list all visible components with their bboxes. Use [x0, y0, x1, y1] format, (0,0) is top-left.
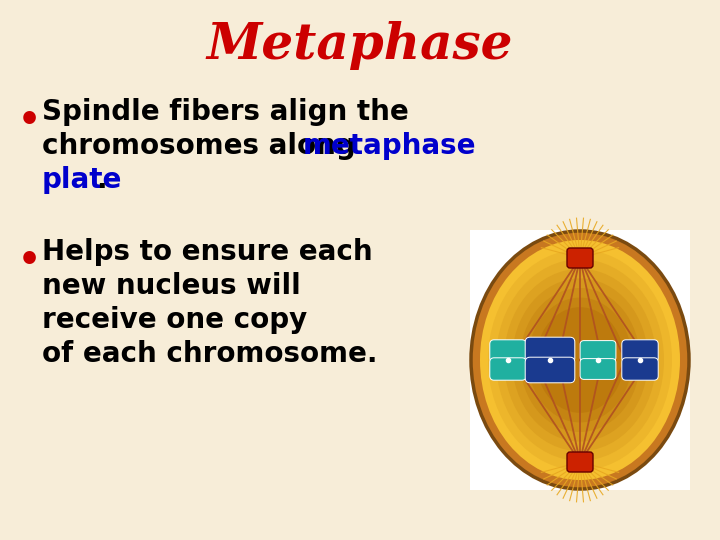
Text: .: . [96, 166, 107, 194]
Ellipse shape [480, 240, 680, 480]
FancyBboxPatch shape [580, 359, 616, 380]
FancyBboxPatch shape [525, 337, 575, 363]
Text: Helps to ensure each: Helps to ensure each [42, 238, 373, 266]
Text: •: • [18, 244, 41, 278]
Text: Metaphase: Metaphase [207, 21, 513, 70]
FancyBboxPatch shape [622, 340, 658, 362]
Text: Spindle fibers align the: Spindle fibers align the [42, 98, 409, 126]
Text: metaphase: metaphase [303, 132, 477, 160]
Ellipse shape [520, 288, 640, 432]
FancyBboxPatch shape [567, 248, 593, 268]
FancyBboxPatch shape [490, 358, 526, 380]
Text: plate: plate [42, 166, 122, 194]
Ellipse shape [504, 269, 656, 451]
Ellipse shape [528, 298, 632, 422]
FancyBboxPatch shape [490, 340, 526, 362]
Text: of each chromosome.: of each chromosome. [42, 340, 377, 368]
Ellipse shape [496, 259, 664, 461]
FancyBboxPatch shape [567, 452, 593, 472]
FancyBboxPatch shape [525, 357, 575, 383]
Text: new nucleus will: new nucleus will [42, 272, 301, 300]
Ellipse shape [512, 279, 648, 442]
FancyBboxPatch shape [580, 341, 616, 361]
Text: •: • [18, 104, 41, 138]
Ellipse shape [488, 249, 672, 470]
Bar [470, 230, 690, 490]
Ellipse shape [536, 307, 624, 413]
Text: chromosomes along: chromosomes along [42, 132, 365, 160]
FancyBboxPatch shape [622, 358, 658, 380]
Text: receive one copy: receive one copy [42, 306, 307, 334]
Ellipse shape [471, 231, 689, 489]
